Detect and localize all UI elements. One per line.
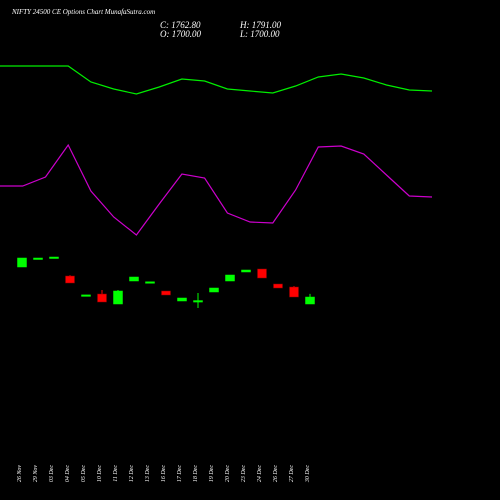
- x-tick-label: 29 Nov: [33, 465, 39, 483]
- candle-body: [177, 297, 187, 302]
- candle-body: [225, 274, 235, 282]
- candle-body: [81, 294, 91, 297]
- x-tick-label: 18 Dec: [193, 465, 199, 482]
- candle-body: [193, 300, 203, 303]
- candle-body: [145, 281, 155, 284]
- chart-title: NIFTY 24500 CE Options Chart MunafaSutra…: [11, 8, 155, 16]
- x-tick-label: 23 Dec: [241, 465, 247, 482]
- summary: O: 1700.00: [160, 29, 201, 39]
- candle-body: [33, 257, 43, 260]
- summary: C: 1762.80: [160, 20, 201, 30]
- x-tick-label: 04 Dec: [64, 465, 71, 482]
- x-tick-label: 05 Dec: [81, 465, 87, 482]
- x-tick-label: 10 Dec: [97, 465, 103, 482]
- summary: H: 1791.00: [239, 20, 281, 30]
- candle-body: [113, 290, 123, 305]
- candle-body: [241, 269, 251, 273]
- x-tick-label: 11 Dec: [113, 465, 119, 482]
- candle-body: [49, 256, 59, 259]
- x-tick-label: 26 Dec: [273, 465, 279, 482]
- x-tick-label: 16 Dec: [161, 465, 167, 482]
- candle-body: [17, 257, 27, 268]
- candle-body: [257, 268, 267, 279]
- candle-body: [161, 290, 171, 296]
- candle-body: [129, 276, 139, 282]
- candle-body: [289, 286, 299, 298]
- summary: L: 1700.00: [239, 29, 280, 39]
- x-tick-label: 27 Dec: [289, 465, 295, 482]
- candle-body: [97, 293, 107, 303]
- indicator-line: [0, 65, 433, 95]
- x-tick-label: 03 Dec: [49, 465, 55, 482]
- indicator-line: [0, 143, 433, 236]
- x-tick-label: 30 Dec: [305, 465, 311, 483]
- x-tick-label: 20 Dec: [225, 465, 231, 482]
- x-tick-label: 26 Nov: [17, 465, 23, 483]
- x-tick-label: 12 Dec: [129, 465, 135, 482]
- x-tick-label: 17 Dec: [177, 465, 183, 482]
- candle-body: [305, 296, 315, 305]
- candle-body: [209, 287, 219, 293]
- candle-body: [65, 275, 75, 284]
- x-tick-label: 19 Dec: [209, 465, 215, 482]
- x-tick-label: 24 Dec: [256, 465, 263, 482]
- x-tick-label: 13 Dec: [145, 465, 151, 482]
- candle-body: [273, 283, 283, 289]
